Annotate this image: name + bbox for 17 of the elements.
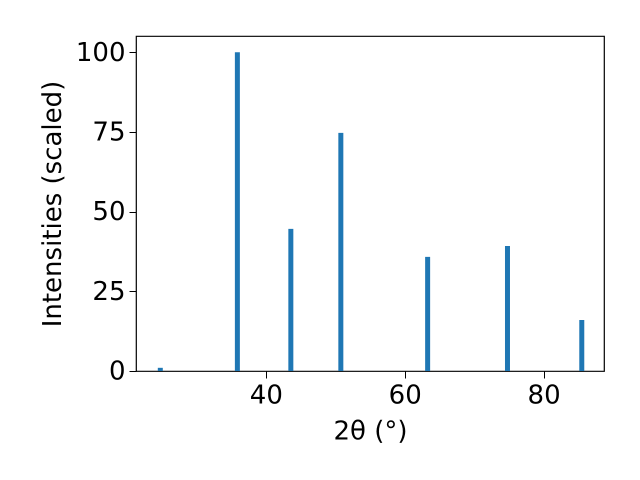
bar	[425, 256, 430, 371]
y-tick-label: 50	[92, 197, 126, 228]
y-tick-label: 25	[92, 276, 126, 307]
x-tick-label: 80	[528, 380, 561, 410]
x-tick-label: 60	[388, 380, 422, 410]
y-axis-title: Intensities (scaled)	[38, 80, 68, 328]
bar	[579, 320, 584, 371]
y-tick-label: 0	[108, 356, 126, 386]
y-tick-label: 100	[76, 38, 126, 68]
y-tick-label: 75	[92, 117, 126, 148]
x-tick-label: 40	[250, 380, 283, 410]
x-axis-title: 2θ (°)	[333, 416, 408, 446]
bar	[234, 52, 240, 371]
bar	[158, 368, 163, 371]
bar	[338, 132, 344, 371]
bar	[504, 246, 510, 371]
bar	[288, 228, 294, 371]
